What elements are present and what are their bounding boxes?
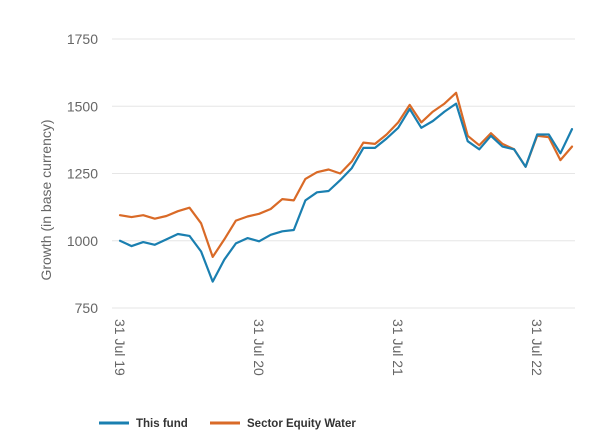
legend-label: This fund	[136, 418, 188, 430]
series-line	[118, 102, 574, 283]
x-tick-label: 31 Jul 21	[390, 319, 406, 376]
gridlines	[112, 38, 575, 309]
y-tick-label: 750	[75, 300, 99, 316]
series-line	[118, 91, 574, 258]
y-axis-label: Growth (in base currency)	[38, 119, 54, 280]
x-tick-label: 31 Jul 22	[529, 319, 545, 376]
series-lines	[118, 91, 574, 283]
legend: This fund Sector Equity Water	[99, 418, 356, 430]
y-tick-label: 1000	[67, 233, 98, 249]
y-tick-label: 1500	[67, 98, 98, 114]
x-tick-label: 31 Jul 20	[251, 319, 267, 376]
legend-label: Sector Equity Water	[247, 418, 356, 430]
y-axis-tick-labels: 750 1000 1250 1500 1750	[67, 31, 98, 316]
x-axis-tick-labels: 31 Jul 19 31 Jul 20 31 Jul 21 31 Jul 22	[112, 319, 545, 376]
y-tick-label: 1750	[67, 31, 98, 47]
y-tick-label: 1250	[67, 166, 98, 182]
x-tick-label: 31 Jul 19	[112, 319, 128, 376]
